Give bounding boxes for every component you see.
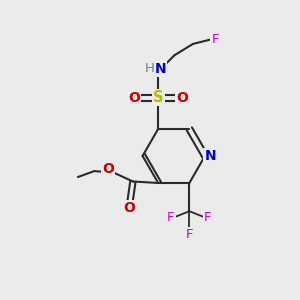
Text: F: F (167, 211, 175, 224)
Text: F: F (186, 228, 193, 241)
Text: O: O (123, 201, 135, 214)
Text: S: S (153, 90, 164, 105)
Text: O: O (128, 91, 140, 105)
Text: O: O (177, 91, 188, 105)
Text: F: F (212, 33, 219, 46)
Text: O: O (102, 162, 114, 176)
Text: H: H (144, 62, 154, 75)
Text: N: N (205, 149, 216, 163)
Text: F: F (204, 211, 212, 224)
Text: N: N (155, 61, 167, 76)
